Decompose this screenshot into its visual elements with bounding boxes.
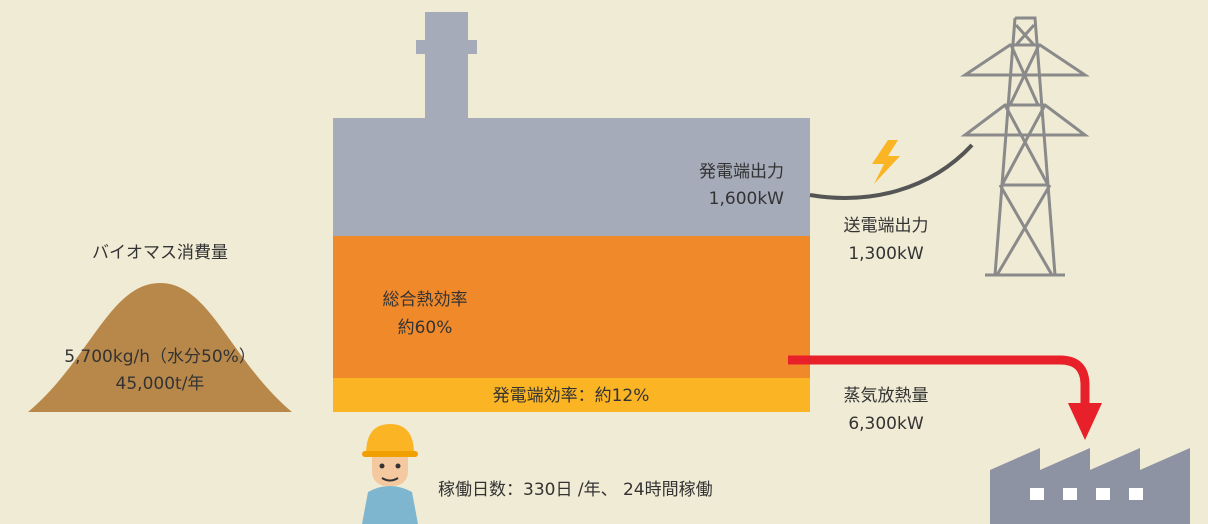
transmission-label: 送電端出力 (844, 216, 929, 236)
generator-output-value: 1,600kW (709, 189, 785, 209)
steam-value: 6,300kW (848, 414, 924, 434)
biomass-rate: 5,700kg/h（水分50%） (64, 347, 256, 367)
total-efficiency-label: 総合熱効率 (383, 290, 468, 310)
chimney (425, 12, 468, 120)
generator-output-label: 発電端出力 (699, 162, 784, 182)
biomass-annual: 45,000t/年 (116, 374, 205, 394)
generation-efficiency: 発電端効率：約12% (493, 386, 650, 406)
steam-label: 蒸気放熱量 (844, 386, 929, 406)
diagram: バイオマス消費量 5,700kg/h（水分50%） 45,000t/年 発電端出… (0, 0, 1208, 524)
transmission-value: 1,300kW (848, 244, 924, 264)
total-efficiency-value: 約60% (398, 318, 453, 338)
operation-text: 稼働日数：330日 /年、 24時間稼働 (438, 480, 713, 500)
biomass-title: バイオマス消費量 (92, 243, 228, 263)
chimney-cap (416, 40, 477, 54)
page: バイオマス消費量 5,700kg/h（水分50%） 45,000t/年 発電端出… (0, 0, 1208, 524)
